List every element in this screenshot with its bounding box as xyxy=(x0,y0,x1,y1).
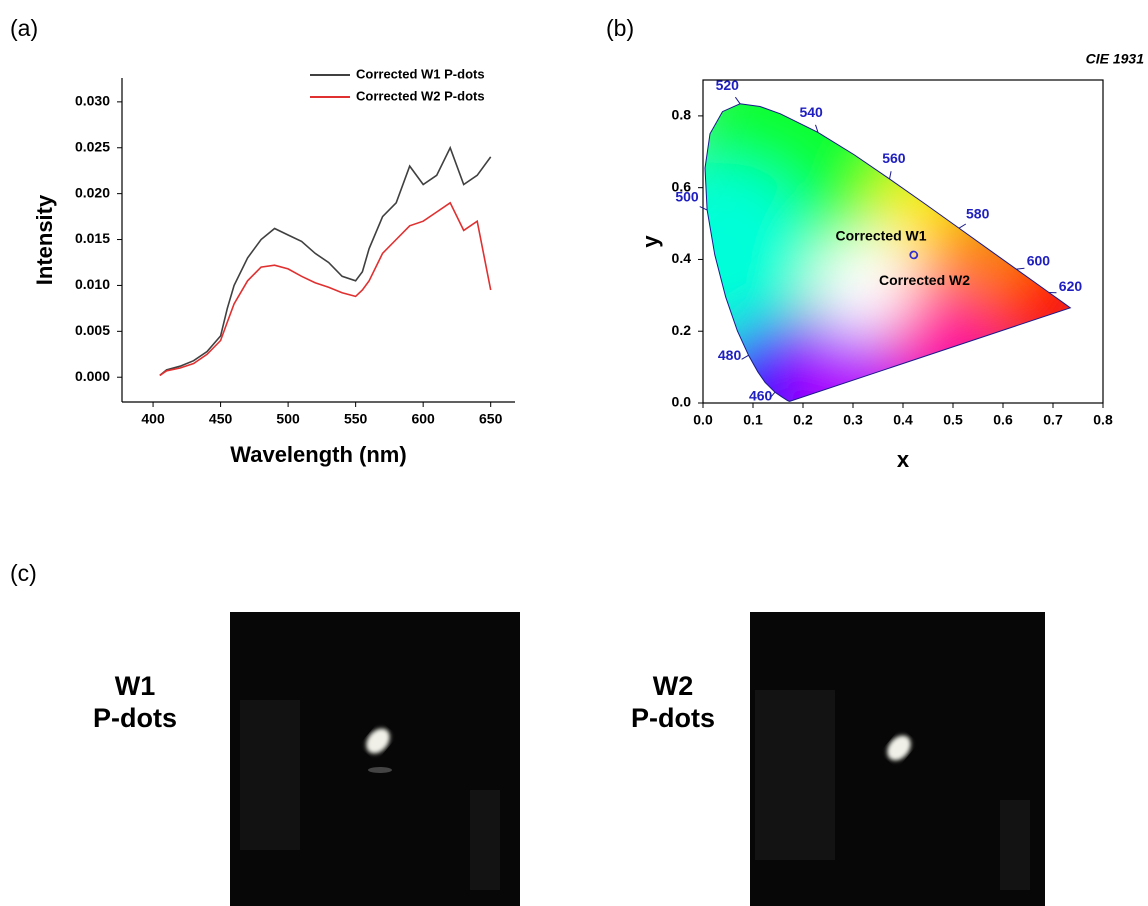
x-tick-label: 0.2 xyxy=(793,412,813,428)
wavelength-label: 620 xyxy=(1059,278,1083,294)
point-label: Corrected W1 xyxy=(836,227,927,243)
gamut-blob xyxy=(813,234,913,335)
legend-label: Corrected W1 P-dots xyxy=(356,66,485,81)
legend-label: Corrected W2 P-dots xyxy=(356,88,485,103)
x-tick-label: 600 xyxy=(411,411,435,427)
x-tick-label: 0.7 xyxy=(1043,412,1063,428)
wavelength-tick xyxy=(699,206,708,211)
series-line xyxy=(159,201,492,377)
y-axis-label: Intensity xyxy=(32,194,57,285)
photo xyxy=(750,612,1045,906)
wavelength-tick xyxy=(815,124,819,133)
y-tick-label: 0.015 xyxy=(75,230,110,246)
data-point xyxy=(909,250,919,260)
x-tick-label: 400 xyxy=(141,411,165,427)
wavelength-label: 560 xyxy=(882,150,906,166)
y-tick-label: 0.8 xyxy=(672,107,692,123)
point-label: Corrected W2 xyxy=(879,272,970,288)
gamut-blob xyxy=(705,162,813,343)
x-tick-label: 650 xyxy=(479,411,503,427)
photo-label: W1 xyxy=(115,671,156,701)
wavelength-tick xyxy=(1016,267,1025,270)
y-tick-label: 0.4 xyxy=(672,250,692,266)
x-tick-label: 0.0 xyxy=(693,412,713,428)
panel-label: (b) xyxy=(606,15,634,41)
y-tick-label: 0.020 xyxy=(75,184,110,200)
wavelength-label: 580 xyxy=(966,206,990,222)
photo-label: W2 xyxy=(653,671,694,701)
x-tick-label: 450 xyxy=(209,411,233,427)
wavelength-tick xyxy=(741,354,749,360)
wavelength-label: 540 xyxy=(799,104,823,120)
x-tick-label: 550 xyxy=(344,411,368,427)
wavelength-label: 460 xyxy=(749,388,773,404)
x-axis-label: Wavelength (nm) xyxy=(230,442,406,467)
wavelength-tick xyxy=(889,171,892,180)
y-tick-label: 0.010 xyxy=(75,276,110,292)
y-tick-label: 0.000 xyxy=(75,368,110,384)
y-tick-label: 0.005 xyxy=(75,322,110,338)
x-tick-label: 0.5 xyxy=(943,412,963,428)
gamut-blend xyxy=(705,103,1071,402)
gamut-fill xyxy=(705,103,1071,402)
x-tick-label: 0.8 xyxy=(1093,412,1113,428)
wavelength-label: 600 xyxy=(1027,252,1051,268)
x-tick-label: 0.6 xyxy=(993,412,1013,428)
photo-label: P-dots xyxy=(631,703,715,733)
y-tick-label: 0.6 xyxy=(672,178,692,194)
x-tick-label: 500 xyxy=(276,411,300,427)
wavelength-label: 480 xyxy=(718,347,742,363)
panel-label: (c) xyxy=(10,560,37,586)
wavelength-tick xyxy=(769,391,776,399)
series-line xyxy=(159,145,492,377)
wavelength-tick xyxy=(734,96,741,104)
panel-label: (a) xyxy=(10,15,38,41)
wavelength-tick xyxy=(958,223,967,229)
spectral-locus xyxy=(704,103,1072,402)
x-tick-label: 0.3 xyxy=(843,412,863,428)
wavelength-label: 520 xyxy=(716,77,740,93)
x-tick-label: 0.4 xyxy=(893,412,913,428)
chart-title: CIE 1931 xyxy=(1086,51,1145,67)
photo xyxy=(230,612,520,906)
x-tick-label: 0.1 xyxy=(743,412,763,428)
x-axis-label: x xyxy=(897,447,910,472)
wavelength-label: 500 xyxy=(675,189,699,205)
y-tick-label: 0.2 xyxy=(672,322,692,338)
y-axis-label: y xyxy=(638,235,663,248)
y-tick-label: 0.030 xyxy=(75,93,110,109)
y-tick-label: 0.0 xyxy=(672,394,692,410)
photo-label: P-dots xyxy=(93,703,177,733)
y-tick-label: 0.025 xyxy=(75,138,110,154)
